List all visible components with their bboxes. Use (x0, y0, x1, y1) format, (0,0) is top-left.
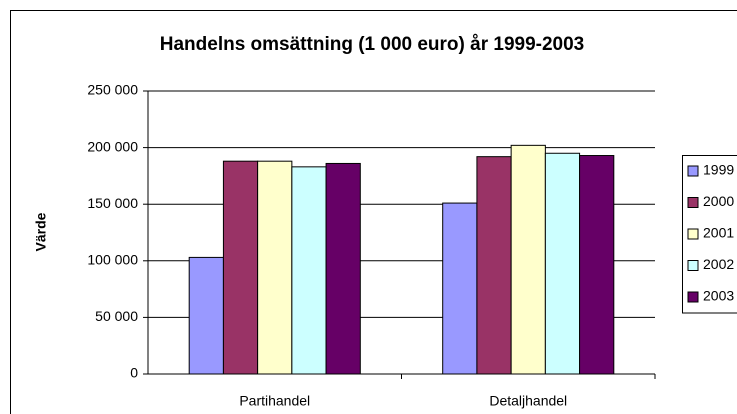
legend-label: 2001 (703, 225, 734, 241)
legend-label: 2002 (703, 256, 734, 272)
legend-swatch (687, 165, 699, 177)
bar (325, 162, 361, 375)
y-tick-label: 150 000 (87, 195, 138, 211)
bar (188, 256, 224, 375)
legend-label: 1999 (703, 162, 734, 178)
legend-swatch (687, 197, 699, 208)
bar (257, 160, 293, 375)
chart-title: Handelns omsättning (1 000 euro) år 1999… (160, 34, 585, 55)
chart-border (10, 10, 737, 414)
y-axis-label: Värde (33, 212, 49, 251)
legend-label: 2000 (703, 193, 734, 209)
bar (476, 156, 512, 375)
legend-swatch (687, 260, 699, 271)
y-tick-label: 250 000 (87, 82, 138, 98)
bar (291, 166, 327, 375)
bar (510, 144, 546, 375)
y-tick-label: 0 (130, 365, 138, 381)
legend-swatch (687, 228, 699, 240)
legend-swatch (687, 291, 699, 303)
bar (442, 202, 478, 375)
bar (579, 155, 615, 375)
bar (222, 160, 259, 375)
legend-label: 2003 (703, 288, 734, 304)
x-tick-label: Detaljhandel (489, 393, 567, 409)
y-tick-label: 50 000 (95, 308, 138, 324)
bar (544, 152, 581, 375)
y-tick-label: 100 000 (87, 252, 138, 268)
y-tick-label: 200 000 (87, 138, 138, 154)
x-tick-label: Partihandel (239, 393, 310, 409)
